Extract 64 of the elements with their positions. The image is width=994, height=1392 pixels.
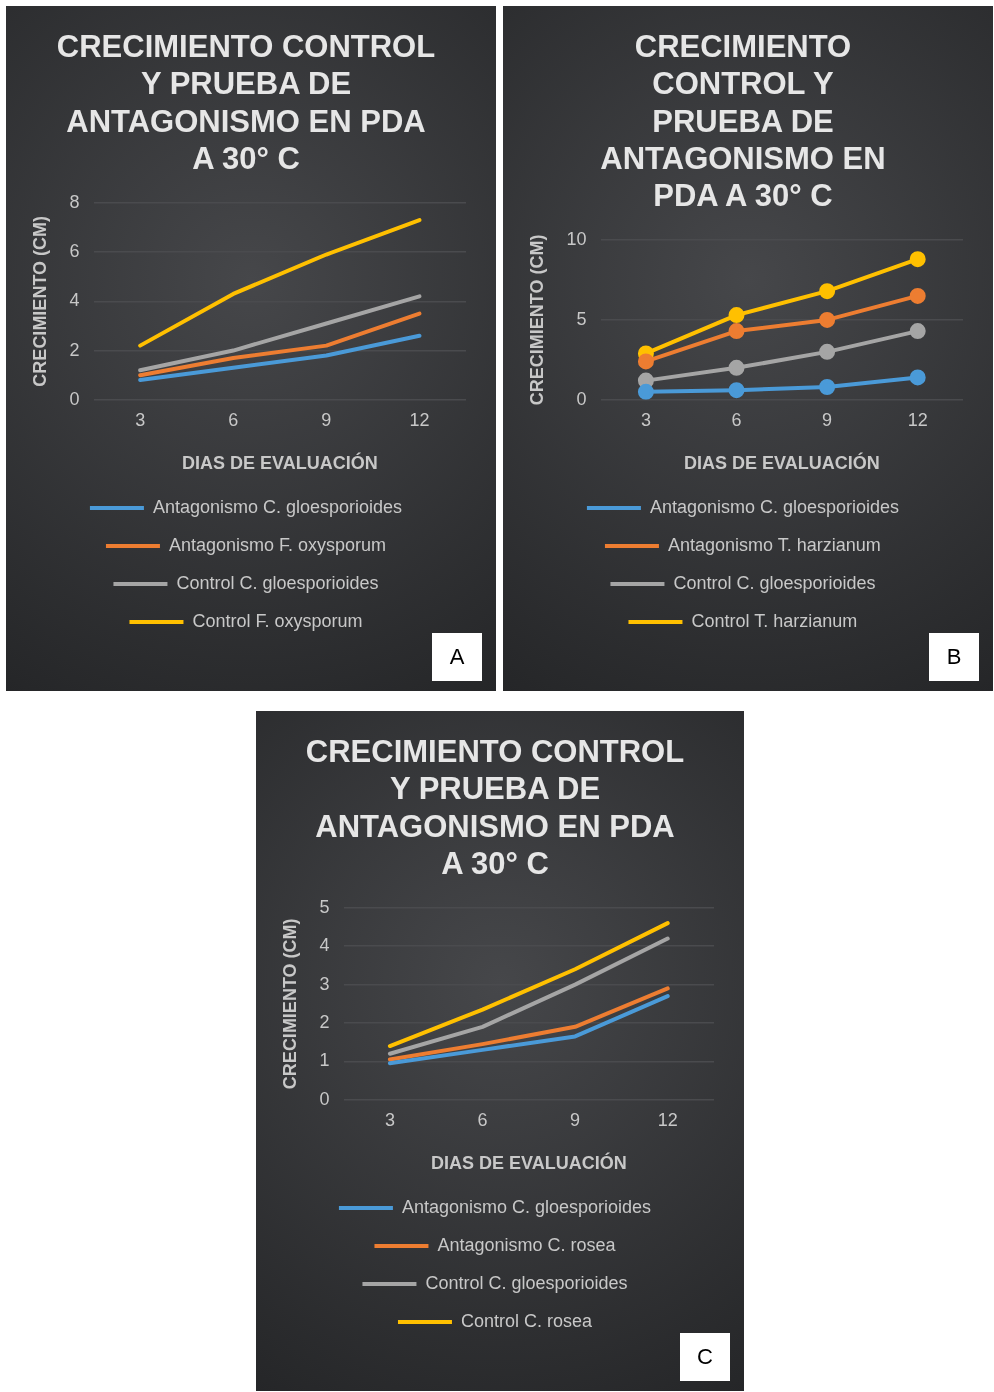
legend-label: Antagonismo C. gloesporioides [649,496,900,517]
point [728,382,745,399]
point [819,311,836,328]
x-tick-label: 9 [321,409,332,430]
x-axis-title: DIAS DE EVALUACIÓN [683,452,880,474]
y-axis-title: CRECIMIENTO (CM) [29,215,50,387]
chart-title: CRECIMIENTO CONTROL Y PRUEBA DE ANTAGONISMO EN PDA A 30° C [305,734,685,881]
point [819,343,836,360]
y-tick-label: 4 [69,290,80,311]
y-tick-label: 3 [319,973,330,994]
y-tick-label: 2 [69,339,80,360]
legend-label: Antagonismo C. rosea [437,1234,617,1255]
y-tick-label: 5 [576,308,587,329]
point [909,287,926,304]
y-axis-title: CRECIMIENTO (CM) [526,234,547,406]
x-tick-label: 6 [228,409,239,430]
x-tick-label: 3 [384,1109,395,1130]
point [728,359,745,376]
legend-label: Antagonismo T. harzianum [667,534,881,555]
legend-label: Control C. gloesporioides [673,572,876,593]
x-tick-label: 9 [822,409,833,430]
y-tick-label: 1 [319,1050,330,1071]
y-tick-label: 6 [69,241,80,262]
y-tick-label: 0 [69,388,80,409]
legend-label: Antagonismo C. gloesporioides [152,496,403,517]
x-axis-title: DIAS DE EVALUACIÓN [181,452,378,474]
x-tick-label: 9 [570,1109,581,1130]
x-tick-label: 3 [640,409,651,430]
y-tick-label: 4 [319,935,330,956]
y-tick-label: 10 [566,228,587,249]
text: B [929,633,979,681]
y-axis-title: CRECIMIENTO (CM) [279,918,300,1090]
point [819,379,836,396]
y-tick-label: 0 [576,388,587,409]
point [637,383,654,400]
point [819,283,836,300]
x-tick-label: 12 [907,409,928,430]
y-tick-label: 2 [319,1011,330,1032]
legend-label: Control F. oxysporum [192,610,363,631]
x-tick-label: 12 [657,1109,678,1130]
text: A [432,633,482,681]
x-tick-label: 3 [135,409,146,430]
x-tick-label: 12 [409,409,430,430]
point [728,307,745,324]
x-axis-title: DIAS DE EVALUACIÓN [430,1152,627,1174]
legend-label: Control C. gloesporioides [425,1272,628,1293]
point [909,369,926,386]
point [637,353,654,370]
point [728,323,745,340]
x-tick-label: 6 [477,1109,488,1130]
y-tick-label: 8 [69,191,80,212]
point [909,251,926,268]
point [909,323,926,340]
chart-title: CRECIMIENTO CONTROL Y PRUEBA DE ANTAGONISMO EN PDA A 30° C [600,29,886,213]
x-tick-label: 6 [731,409,742,430]
text: C [680,1333,730,1381]
legend-label: Antagonismo F. oxysporum [168,534,387,555]
legend-label: Control C. rosea [460,1310,594,1331]
chart-title: CRECIMIENTO CONTROL Y PRUEBA DE ANTAGONISMO EN PDA A 30° C [56,29,436,176]
y-tick-label: 0 [319,1088,330,1109]
legend-label: Control C. gloesporioides [176,572,379,593]
y-tick-label: 5 [319,896,330,917]
legend-label: Control T. harzianum [691,610,858,631]
legend-label: Antagonismo C. gloesporioides [401,1196,652,1217]
